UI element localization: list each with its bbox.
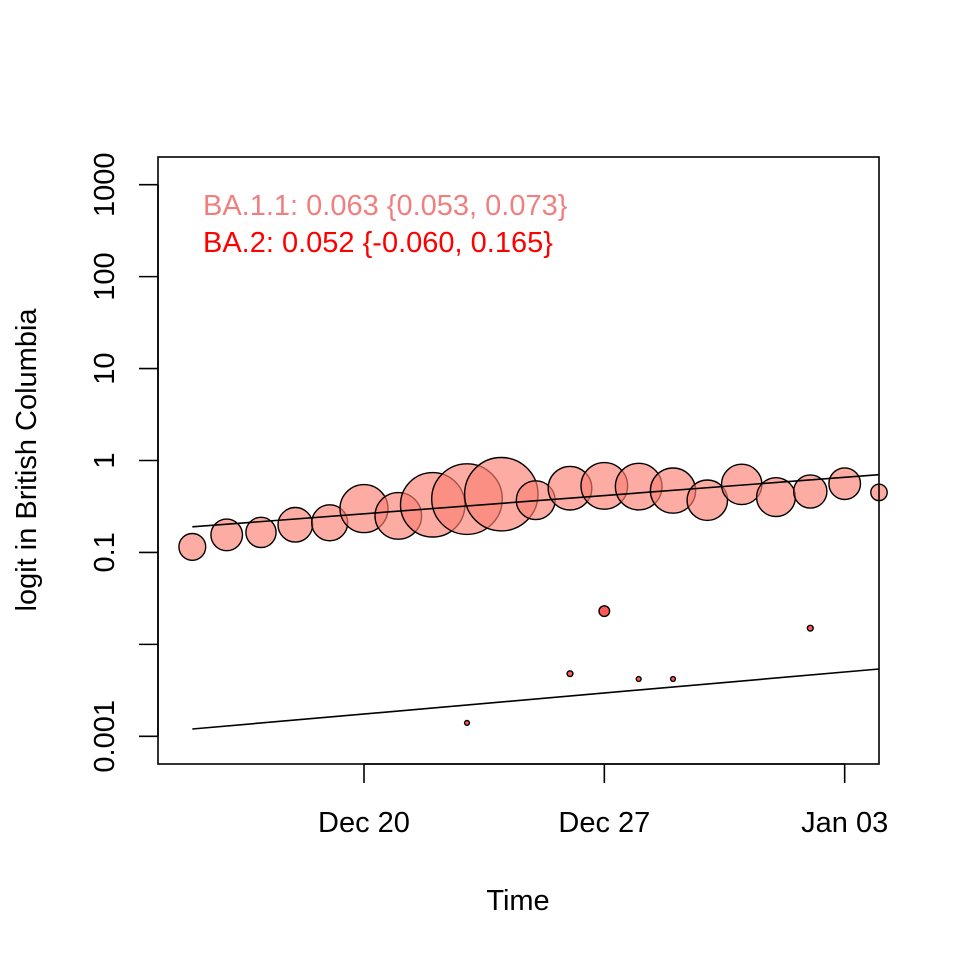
series-1-point-3 [245, 516, 277, 549]
data-marks [178, 456, 888, 730]
series-2-point-4 [635, 675, 642, 683]
y-tick-label-4: 1 [89, 452, 121, 468]
series-1-point-20 [828, 467, 862, 501]
x-axis: Dec 20 Dec 27 Jan 03 [318, 763, 888, 839]
series-2-point-2 [566, 670, 574, 678]
annotation-ba-1-1: BA.1.1: 0.063 {0.053, 0.073} [203, 190, 568, 222]
y-tick-label-7: 1000 [89, 152, 121, 217]
y-axis-label: logit in British Columbia [11, 308, 43, 612]
x-tick-label-1: Dec 20 [318, 807, 410, 839]
series-2-point-5 [669, 675, 677, 683]
y-tick-label-3: 0.1 [89, 532, 121, 572]
annotation-ba-2: BA.2: 0.052 {-0.060, 0.165} [203, 227, 553, 259]
y-tick-label-5: 10 [89, 352, 121, 384]
series-1-point-16 [686, 479, 729, 522]
x-axis-label: Time [486, 885, 549, 917]
series-2-point-6 [806, 624, 814, 632]
series-2-fit-line [192, 668, 880, 730]
series-2-point-3 [598, 605, 611, 618]
series-2-point-1 [463, 719, 471, 727]
series-1-point-19 [793, 474, 828, 509]
series-1-point-4 [277, 506, 314, 543]
y-tick-label-1: 0.001 [89, 700, 121, 773]
series-1-fit-line [192, 473, 880, 528]
x-tick-label-2: Dec 27 [558, 807, 650, 839]
series-1-point-2 [210, 518, 244, 552]
x-tick-label-3: Jan 03 [801, 807, 888, 839]
series-1-point-1 [178, 532, 207, 561]
y-axis: 0.001 0.1 1 10 100 1000 [89, 152, 159, 773]
y-tick-label-6: 100 [89, 252, 121, 300]
